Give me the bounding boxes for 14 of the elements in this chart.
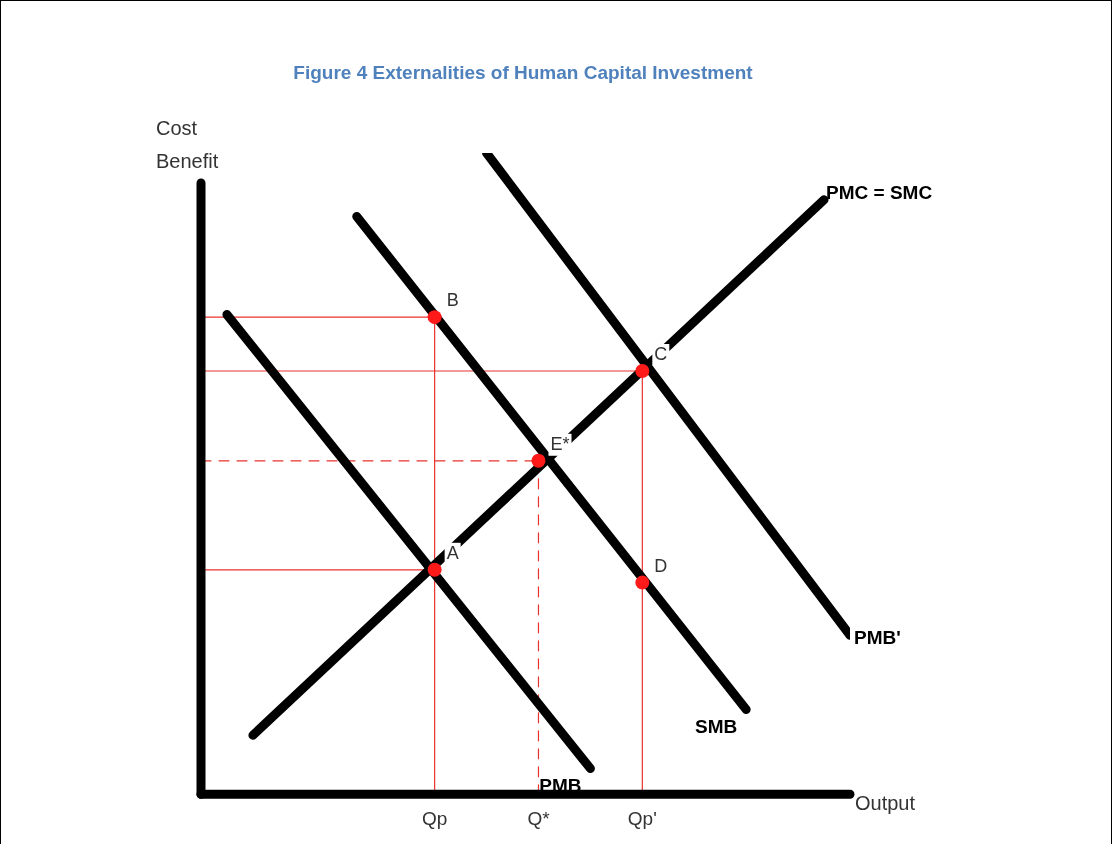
annotation: D [654, 555, 668, 576]
series-label: PMB' [854, 627, 901, 649]
annotation: B [446, 290, 459, 311]
annotation: A [446, 542, 459, 563]
series-label: PMC = SMC [826, 182, 933, 204]
x-axis-title: Output [855, 791, 916, 814]
y-axis-title: Cost Benefit [156, 116, 219, 172]
x-tick-label: Qp' [627, 807, 657, 829]
x-tick-label: Qp [421, 807, 448, 829]
series-label: SMB [695, 715, 738, 737]
chart-title: Figure 4 Externalities of Human Capital Investment [293, 62, 754, 84]
x-tick-label: Q* [527, 807, 551, 829]
annotation: E* [550, 433, 570, 454]
annotation: C [654, 343, 668, 364]
